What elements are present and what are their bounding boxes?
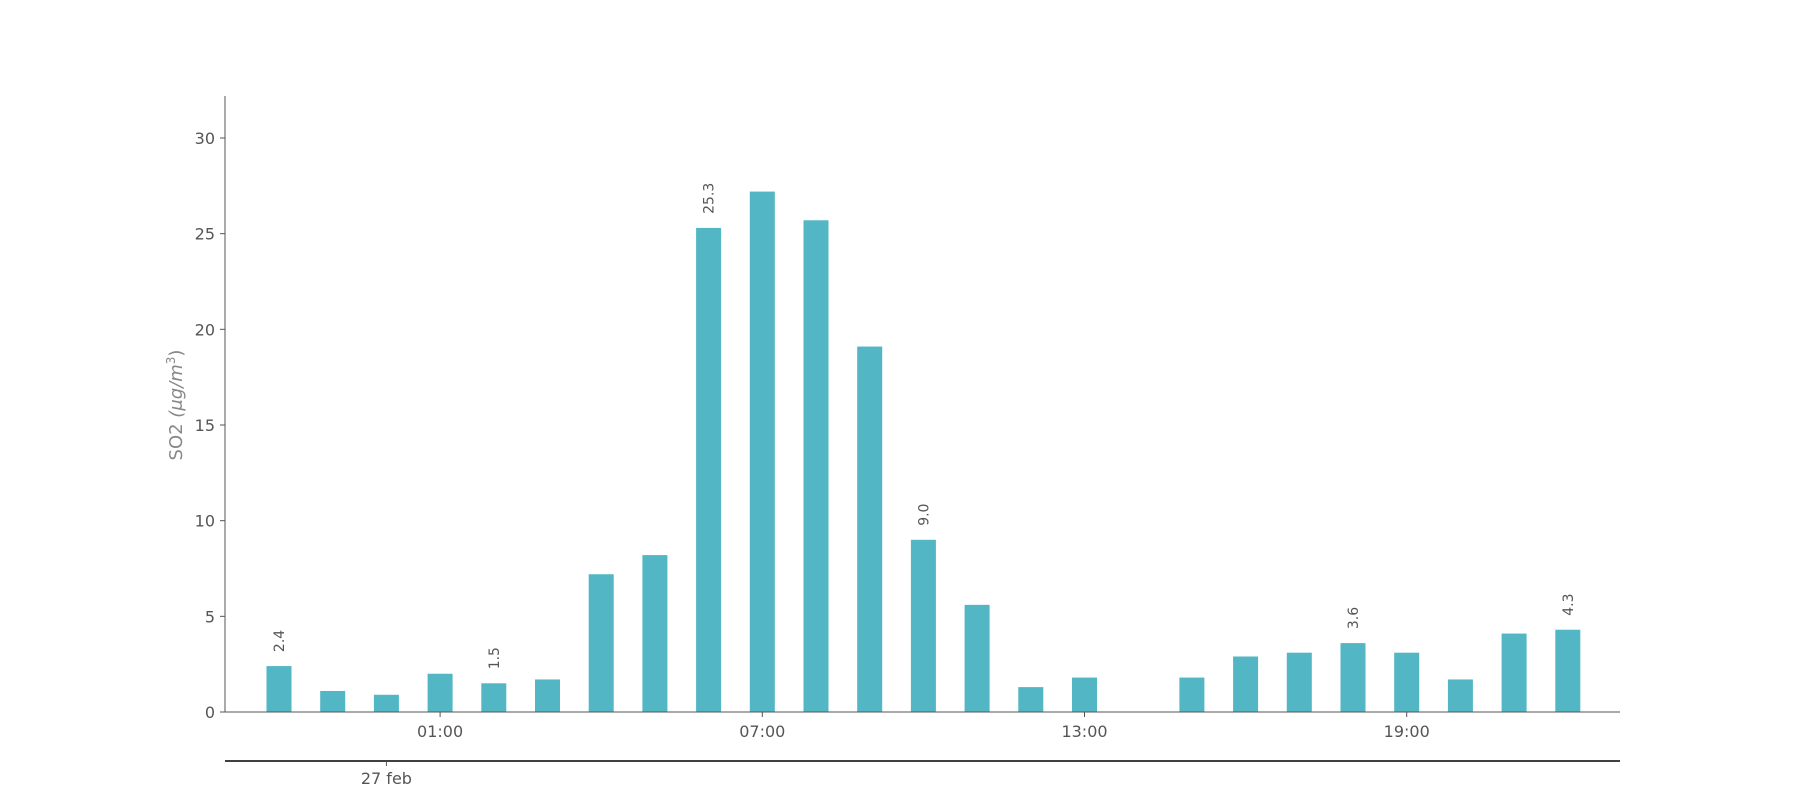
bar-07:00 (749, 191, 775, 712)
bar-17:00 (1286, 652, 1312, 712)
bar-21:00 (1501, 633, 1527, 712)
data-label: 3.6 (1346, 607, 1362, 629)
bar-06:00 (696, 227, 722, 712)
y-tick-label: 30 (195, 129, 215, 148)
bar-19:00 (1394, 652, 1420, 712)
y-tick-label: 0 (205, 703, 215, 722)
y-tick-label: 25 (195, 225, 215, 244)
x-tick-label: 19:00 (1384, 722, 1430, 741)
data-label: 9.0 (916, 504, 932, 526)
x-tick-label: 01:00 (417, 722, 463, 741)
y-tick-label: 10 (195, 512, 215, 531)
bar-22:00 (266, 666, 292, 712)
x-tick-label: 13:00 (1061, 722, 1107, 741)
bar-13:00 (1072, 677, 1097, 712)
bar-22:00 (1555, 629, 1581, 712)
bar-03:00 (535, 679, 560, 712)
bar-11:00 (964, 604, 990, 712)
data-label: 2.4 (272, 630, 288, 652)
data-labels: 2.4 1.5 25.3 9.0 3.6 4.3 (272, 183, 1577, 670)
y-tick-label: 5 (205, 607, 215, 626)
bar-08:00 (803, 220, 829, 713)
y-axis-label: SO2 (μg/m3) (164, 350, 187, 461)
y-axis: 0 5 10 15 20 25 30 (195, 96, 226, 722)
bar-10:00 (910, 539, 936, 712)
y-tick-label: 15 (195, 416, 215, 435)
data-label: 1.5 (487, 647, 503, 669)
bar-01:00 (427, 673, 453, 712)
bar-23:00 (320, 690, 346, 712)
bar-18:00 (1340, 643, 1366, 712)
bars (266, 191, 1581, 713)
y-tick-label: 20 (195, 320, 215, 339)
bar-12:00 (1018, 687, 1044, 712)
bar-15:00 (1179, 677, 1205, 712)
bar-00:00 (373, 694, 399, 712)
bar-09:00 (857, 346, 883, 712)
bar-04:00 (588, 574, 614, 712)
x-axis: 01:00 07:00 13:00 19:00 27 feb (225, 711, 1620, 788)
bar-02:00 (481, 683, 507, 712)
data-label: 25.3 (702, 183, 718, 214)
bar-05:00 (642, 555, 668, 712)
bar-16:00 (1233, 656, 1259, 712)
data-label: 4.3 (1561, 593, 1577, 615)
date-label: 27 feb (361, 769, 412, 788)
bar-20:00 (1447, 679, 1473, 712)
x-tick-label: 07:00 (739, 722, 785, 741)
